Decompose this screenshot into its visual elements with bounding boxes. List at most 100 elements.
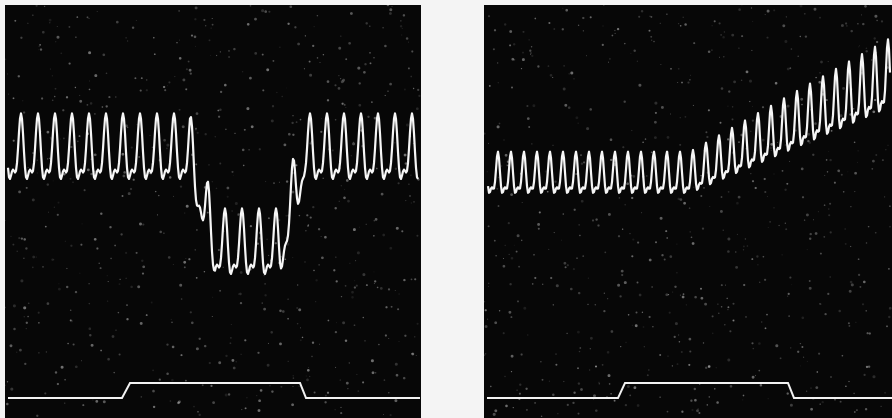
grain (40, 48, 42, 50)
grain (53, 259, 54, 260)
grain (404, 154, 407, 157)
grain (757, 150, 758, 151)
grain (563, 381, 564, 382)
grain (501, 165, 502, 166)
grain (264, 10, 267, 13)
grain (555, 364, 557, 366)
grain (55, 41, 56, 42)
grain (533, 254, 535, 256)
grain (661, 254, 663, 256)
grain (788, 293, 790, 295)
grain (347, 388, 348, 389)
grain (694, 388, 696, 390)
grain (509, 30, 512, 33)
grain (115, 330, 116, 331)
grain (190, 72, 192, 74)
grain (521, 240, 522, 241)
grain (788, 315, 789, 316)
grain (690, 231, 691, 232)
grain (604, 252, 606, 254)
grain (563, 65, 564, 66)
grain (374, 280, 376, 282)
grain (75, 365, 78, 368)
grain (47, 302, 50, 305)
grain (619, 197, 621, 199)
grain (727, 306, 729, 308)
grain (526, 409, 528, 411)
grain (285, 215, 287, 217)
grain (676, 244, 677, 245)
grain (48, 212, 49, 213)
grain (809, 287, 812, 290)
grain (598, 382, 599, 383)
grain (185, 89, 187, 91)
grain (395, 168, 397, 170)
grain (534, 18, 536, 20)
grain (742, 399, 743, 400)
grain (529, 50, 531, 52)
grain (755, 375, 756, 376)
grain (79, 100, 82, 103)
grain (503, 332, 505, 334)
grain (327, 80, 330, 83)
grain (218, 116, 220, 118)
grain (801, 168, 804, 171)
grain (336, 322, 337, 323)
grain (308, 367, 309, 368)
grain (488, 286, 489, 287)
grain (849, 290, 852, 293)
grain (155, 191, 156, 192)
grain (565, 266, 567, 268)
grain (684, 116, 686, 118)
grain (377, 287, 379, 289)
grain (228, 56, 230, 58)
grain (338, 87, 341, 90)
grain (340, 407, 341, 408)
grain (763, 256, 765, 258)
grain (188, 258, 190, 260)
grain (884, 392, 886, 394)
grain (566, 333, 567, 334)
grain (125, 252, 127, 254)
grain (586, 127, 589, 130)
grain (583, 161, 585, 163)
grain (24, 363, 26, 365)
grain (588, 278, 589, 279)
grain (133, 179, 135, 181)
grain (737, 234, 738, 235)
grain (725, 285, 726, 286)
grain (829, 159, 831, 161)
grain (576, 116, 579, 119)
grain (625, 342, 626, 343)
grain (621, 270, 624, 273)
grain (411, 353, 412, 354)
grain (399, 293, 400, 294)
grain (378, 344, 380, 346)
grain (286, 88, 287, 89)
grain (265, 181, 266, 182)
grain (49, 22, 50, 23)
grain (122, 153, 125, 156)
grain (645, 138, 646, 139)
grain (212, 401, 215, 404)
grain (295, 164, 297, 166)
grain (690, 75, 691, 76)
grain (708, 51, 711, 54)
grain (358, 104, 361, 107)
grain (196, 277, 198, 279)
grain (146, 89, 148, 91)
grain (23, 238, 26, 241)
grain (349, 362, 350, 363)
grain (516, 251, 518, 253)
grain (254, 52, 257, 55)
grain (302, 337, 304, 339)
grain (872, 160, 875, 163)
grain (414, 278, 416, 280)
grain (806, 213, 809, 216)
grain (689, 207, 691, 209)
grain (873, 37, 875, 39)
grain (32, 198, 35, 201)
grain (752, 119, 754, 121)
grain (28, 167, 29, 168)
grain (60, 52, 62, 54)
